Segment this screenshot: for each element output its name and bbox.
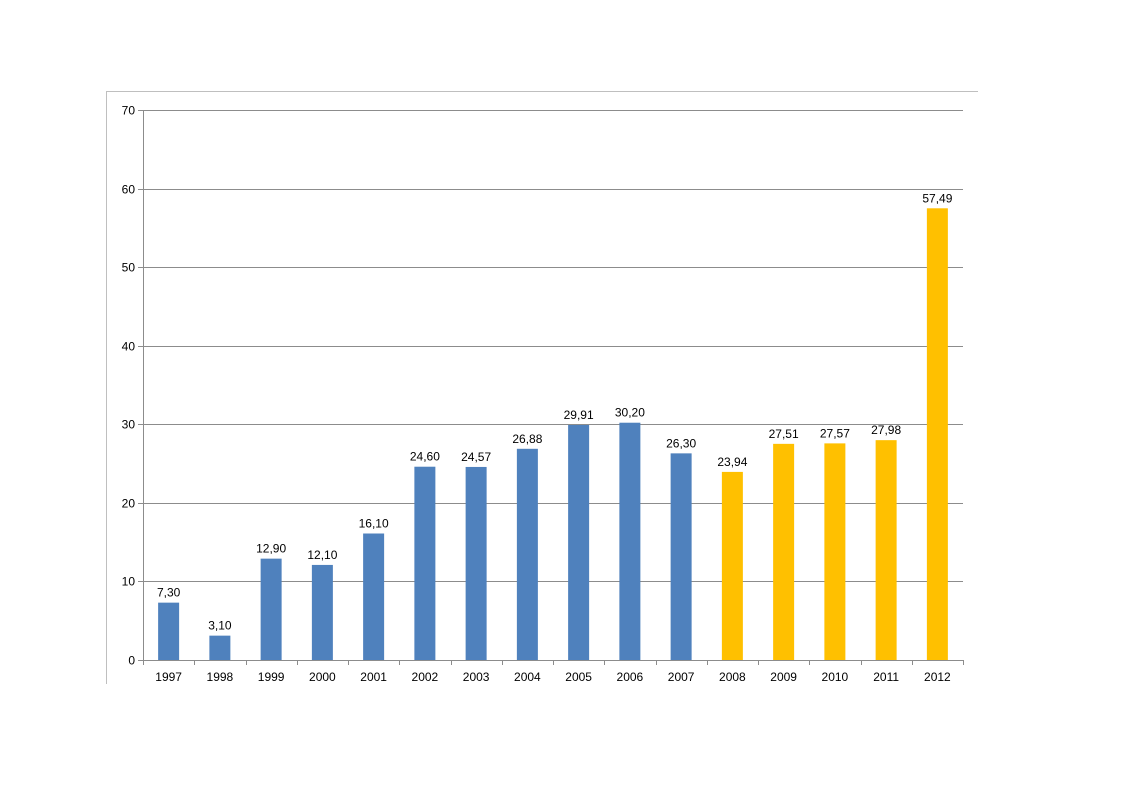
y-tick-label: 20: [122, 497, 136, 511]
data-label-2007: 26,30: [666, 436, 696, 450]
data-label-2001: 16,10: [359, 517, 389, 531]
bar-2004: [516, 448, 538, 660]
x-tick-label-2012: 2012: [924, 670, 951, 684]
data-label-2011: 27,98: [871, 423, 901, 437]
data-label-2008: 23,94: [717, 455, 747, 469]
x-tick-label-1998: 1998: [207, 670, 234, 684]
bar-2009: [773, 443, 795, 660]
bar-2006: [619, 422, 641, 660]
x-tick-label-1999: 1999: [258, 670, 285, 684]
data-label-1998: 3,10: [208, 619, 232, 633]
x-axis-tick-labels: 1997 1998 1999 2000 2001 2002 2003 2004 2005 2006…: [155, 670, 951, 684]
x-tick-label-2009: 2009: [770, 670, 797, 684]
bar-1997: [158, 602, 180, 660]
y-tick-label: 70: [122, 104, 136, 118]
bar-2010: [824, 443, 846, 660]
x-tick-label-2002: 2002: [412, 670, 439, 684]
bar-1999: [260, 558, 282, 660]
bar-2000: [311, 564, 333, 660]
x-tick-label-1997: 1997: [155, 670, 182, 684]
bar-2011: [875, 440, 897, 660]
bar-2005: [568, 424, 590, 660]
x-tick-label-2006: 2006: [617, 670, 644, 684]
data-label-1999: 12,90: [256, 542, 286, 556]
y-tick-label: 60: [122, 183, 136, 197]
y-tick-label: 30: [122, 418, 136, 432]
data-label-2003: 24,57: [461, 450, 491, 464]
x-tick-label-2005: 2005: [565, 670, 592, 684]
y-tick-label: 10: [122, 575, 136, 589]
x-tick-label-2007: 2007: [668, 670, 695, 684]
bar-2012: [926, 208, 948, 661]
x-tick-label-2010: 2010: [822, 670, 849, 684]
bar-2003: [465, 466, 487, 660]
data-label-1997: 7,30: [157, 586, 181, 600]
data-label-2004: 26,88: [512, 432, 542, 446]
data-label-2010: 27,57: [820, 426, 850, 440]
bar-2008: [721, 471, 743, 660]
data-label-2002: 24,60: [410, 450, 440, 464]
y-tick-label: 0: [128, 654, 135, 668]
bar-2002: [414, 466, 436, 660]
data-label-2005: 29,91: [564, 408, 594, 422]
data-label-2000: 12,10: [307, 548, 337, 562]
axes: [138, 110, 964, 665]
bar-2001: [363, 533, 385, 660]
chart-frame: [106, 91, 978, 684]
y-axis-tick-labels: 0 10 20 30 40 50 60 70: [122, 104, 136, 668]
data-label-2012: 57,49: [922, 191, 952, 205]
bar-1998: [209, 635, 231, 660]
data-label-2009: 27,51: [769, 427, 799, 441]
y-tick-label: 50: [122, 261, 136, 275]
x-tick-label-2011: 2011: [873, 670, 899, 684]
x-tick-label-2000: 2000: [309, 670, 336, 684]
x-tick-label-2004: 2004: [514, 670, 541, 684]
data-label-2006: 30,20: [615, 406, 645, 420]
y-tick-label: 40: [122, 340, 136, 354]
data-labels: 7,30 3,10 12,90 12,10 16,10 24,60 24,57 26,88 29…: [157, 191, 953, 632]
bars: [158, 208, 948, 661]
x-tick-label-2003: 2003: [463, 670, 490, 684]
x-tick-label-2008: 2008: [719, 670, 746, 684]
x-tick-label-2001: 2001: [360, 670, 387, 684]
bar-2007: [670, 453, 692, 660]
